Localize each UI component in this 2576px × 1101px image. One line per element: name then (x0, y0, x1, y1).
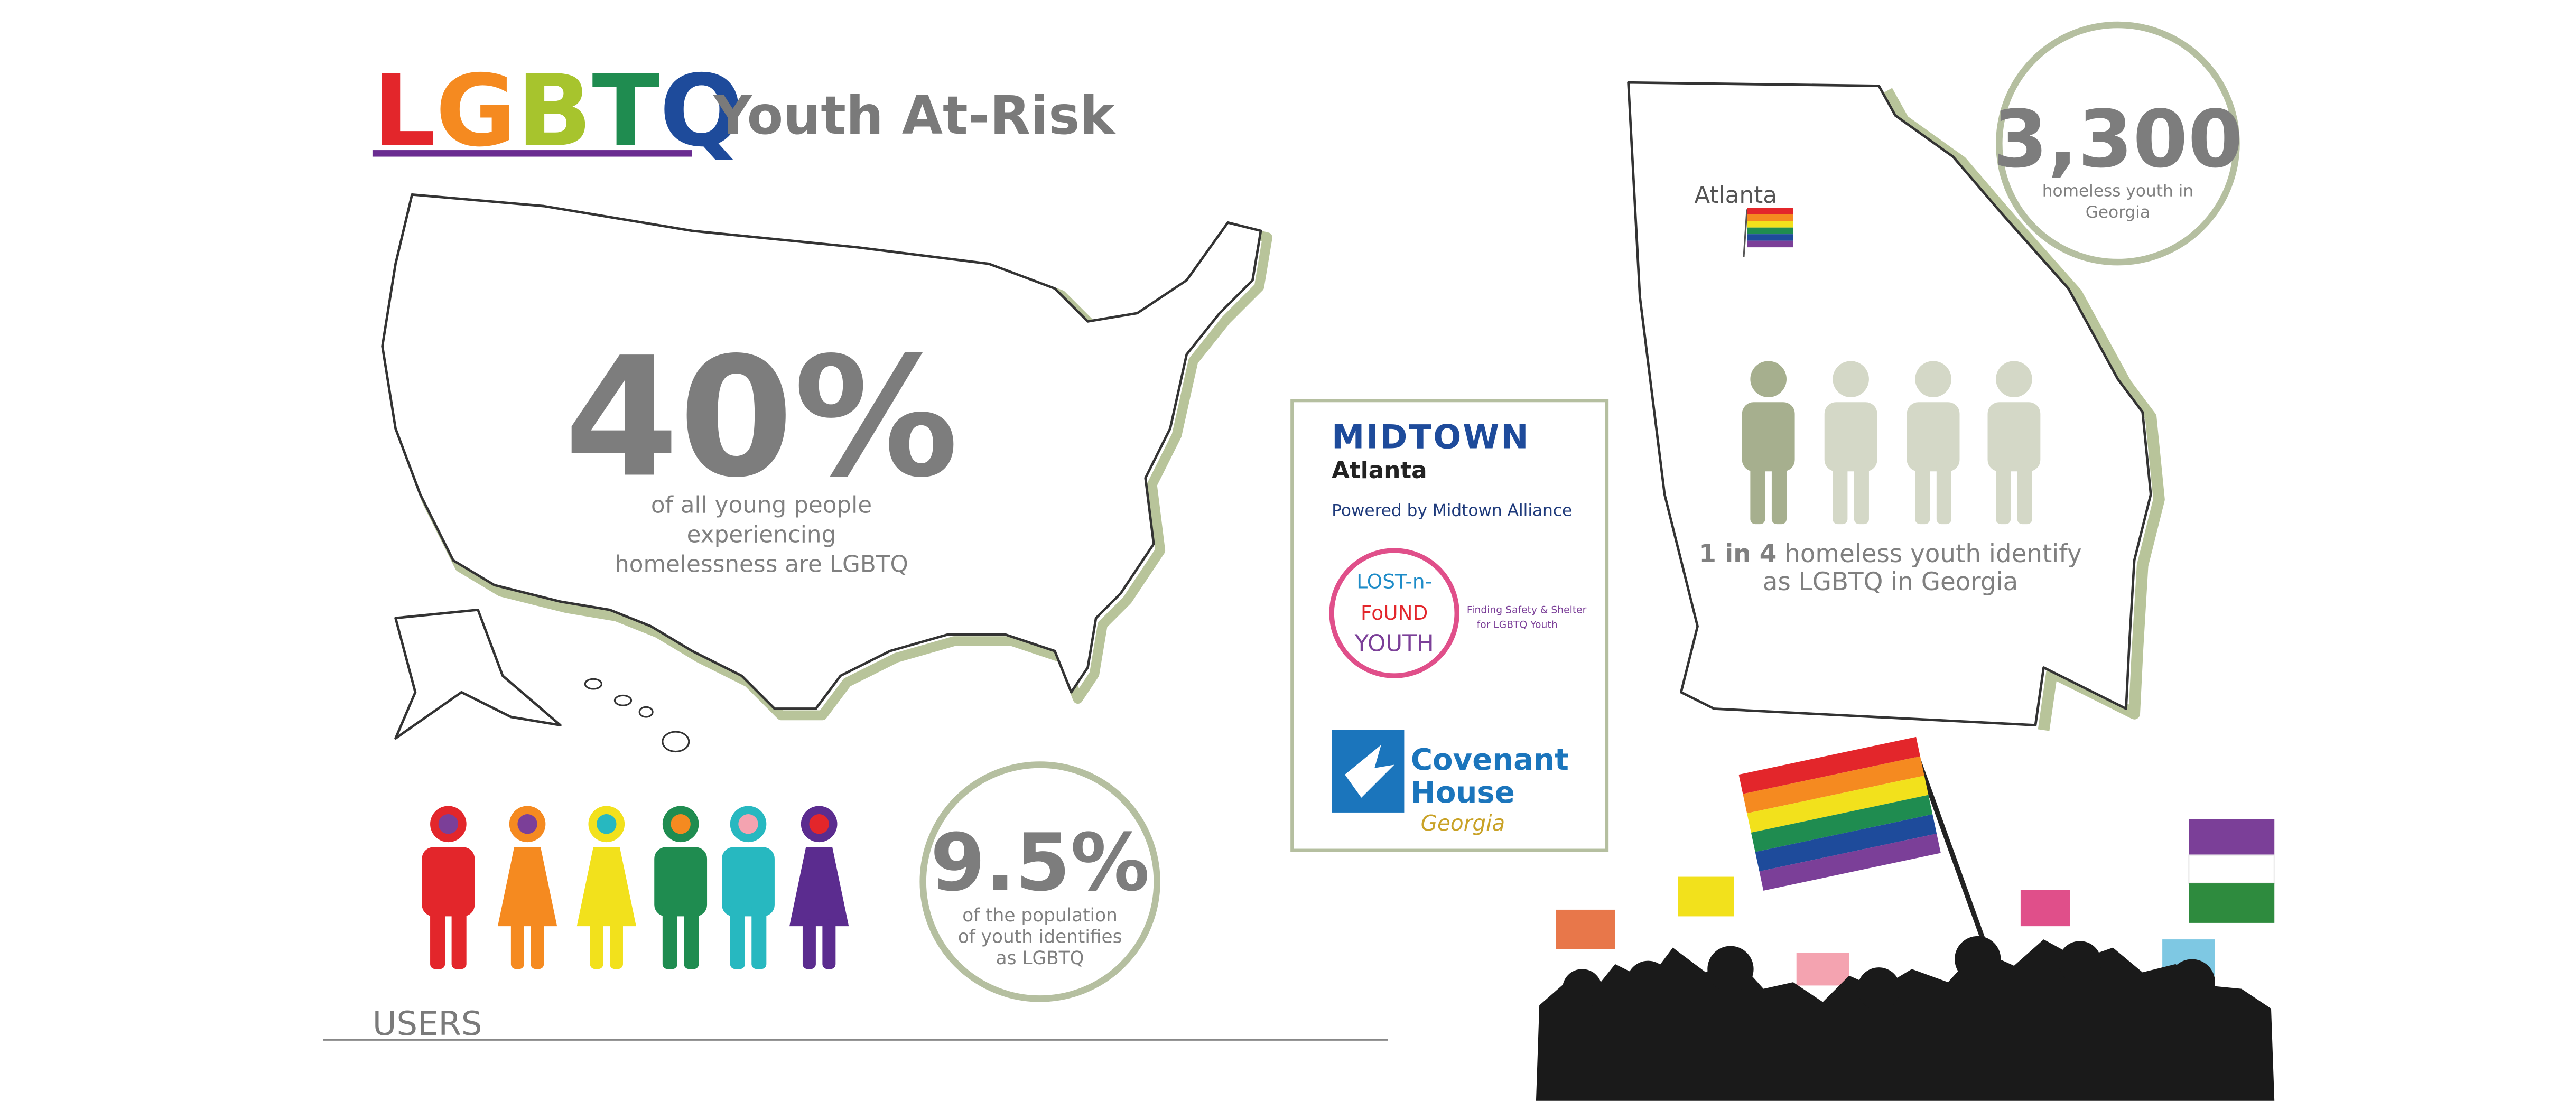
title-acronym: LGBTQ (373, 54, 743, 169)
gender-symbol (517, 814, 537, 834)
georgia-stat-value: 3,300 (1993, 94, 2243, 185)
covenant-region: Georgia (1421, 810, 1505, 836)
gender-symbol (809, 814, 829, 834)
section-label: USERS (373, 1004, 482, 1043)
flag-stripe (1755, 814, 1937, 872)
lost-found-tagline: for LGBTQ Youth (1477, 620, 1558, 631)
lost-found-line: YOUTH (1354, 630, 1434, 657)
title-underline (372, 150, 692, 157)
gender-symbol (738, 814, 758, 834)
flag-stripe (2188, 854, 2275, 884)
title-letter: B (517, 54, 592, 169)
covenant-line: House (1411, 776, 1515, 810)
flag-stripe (1747, 234, 1793, 241)
small-flag (1747, 208, 1793, 248)
flag-stripe (1747, 227, 1793, 235)
us-stat-caption: of all young people (651, 491, 872, 518)
crowd-head (1562, 969, 1602, 1009)
title-letter: T (592, 54, 659, 169)
small-flag (1796, 953, 1849, 986)
covenant-line: Covenant (1411, 743, 1569, 777)
us-stat-value: 40% (564, 322, 959, 514)
lost-found-tagline: Finding Safety & Shelter (1467, 605, 1587, 616)
georgia-stat-caption: homeless youth in (2042, 181, 2193, 200)
stat-ring (1996, 21, 2240, 266)
title-letter: Q (659, 54, 743, 169)
crowd-head (2058, 941, 2101, 984)
us-stat-caption: homelessness are LGBTQ (615, 551, 908, 578)
us-map (381, 193, 1272, 753)
crowd-head (1626, 960, 1670, 1004)
flag-stripe (1747, 208, 1793, 214)
crowd-head (1707, 946, 1754, 992)
flag-stripe (1747, 776, 1929, 833)
hawaii (638, 706, 654, 718)
flag-stripe (2189, 819, 2275, 856)
covenant-dove (1345, 745, 1394, 798)
population-stat-caption: of the population (962, 905, 1118, 926)
lost-found-line: LOST-n- (1356, 570, 1432, 593)
gender-symbol (597, 814, 617, 834)
population-stat-caption: of youth identifies (958, 926, 1122, 947)
georgia-ratio-caption: 1 in 4 homeless youth identify (1699, 540, 2081, 568)
gender-symbol (438, 814, 459, 834)
midtown-city: Atlanta (1332, 457, 1427, 484)
georgia-ratio-text: homeless youth identify (1777, 540, 2081, 568)
flag-stripe (1747, 240, 1793, 248)
stat-ring (919, 761, 1160, 1002)
lost-found-ring (1329, 548, 1459, 678)
crowd-head (1857, 967, 1901, 1011)
flag-pole (1743, 209, 1748, 257)
population-stat-caption: as LGBTQ (996, 948, 1084, 969)
map-shadow (1882, 88, 2165, 731)
title-letter: L (373, 54, 435, 169)
gender-symbol (671, 814, 691, 834)
pride-flag (1738, 736, 1941, 891)
flag-stripe (1747, 221, 1793, 228)
georgia-ratio-emphasis: 1 in 4 (1699, 540, 1777, 568)
us-stat-caption: experiencing (687, 521, 836, 548)
small-flag (1556, 909, 1615, 949)
georgia-stat-caption: Georgia (2086, 203, 2150, 222)
hawaii (584, 678, 602, 690)
midtown-name: MIDTOWN (1332, 418, 1530, 456)
map-outline (381, 193, 1262, 710)
georgia-ratio-caption: as LGBTQ in Georgia (1763, 568, 2018, 596)
flag-stripe (1743, 756, 1924, 814)
lost-found-line: FoUND (1361, 601, 1428, 624)
title-letter: G (435, 54, 517, 169)
population-stat-value: 9.5% (930, 817, 1149, 909)
flag-stripe (2189, 883, 2275, 923)
small-flag (2020, 890, 2070, 927)
map-city: Atlanta (1694, 182, 1777, 209)
gender-figures (422, 806, 849, 969)
midtown-tagline: Powered by Midtown Alliance (1332, 501, 1572, 520)
flag-stripe (1747, 214, 1793, 221)
alaska (394, 608, 562, 740)
crowd-head (2169, 959, 2215, 1005)
flag-stripe (1751, 795, 1933, 852)
crowd-head (1955, 936, 2001, 983)
crowd-illustration (1536, 736, 2275, 1101)
small-flag (1678, 876, 1734, 917)
flag-stripe (1738, 736, 1920, 794)
hawaii (662, 731, 690, 753)
title-subtitle: Youth At-Risk (713, 85, 1117, 146)
hawaii (613, 694, 633, 706)
flag-stripe (1759, 833, 1941, 891)
